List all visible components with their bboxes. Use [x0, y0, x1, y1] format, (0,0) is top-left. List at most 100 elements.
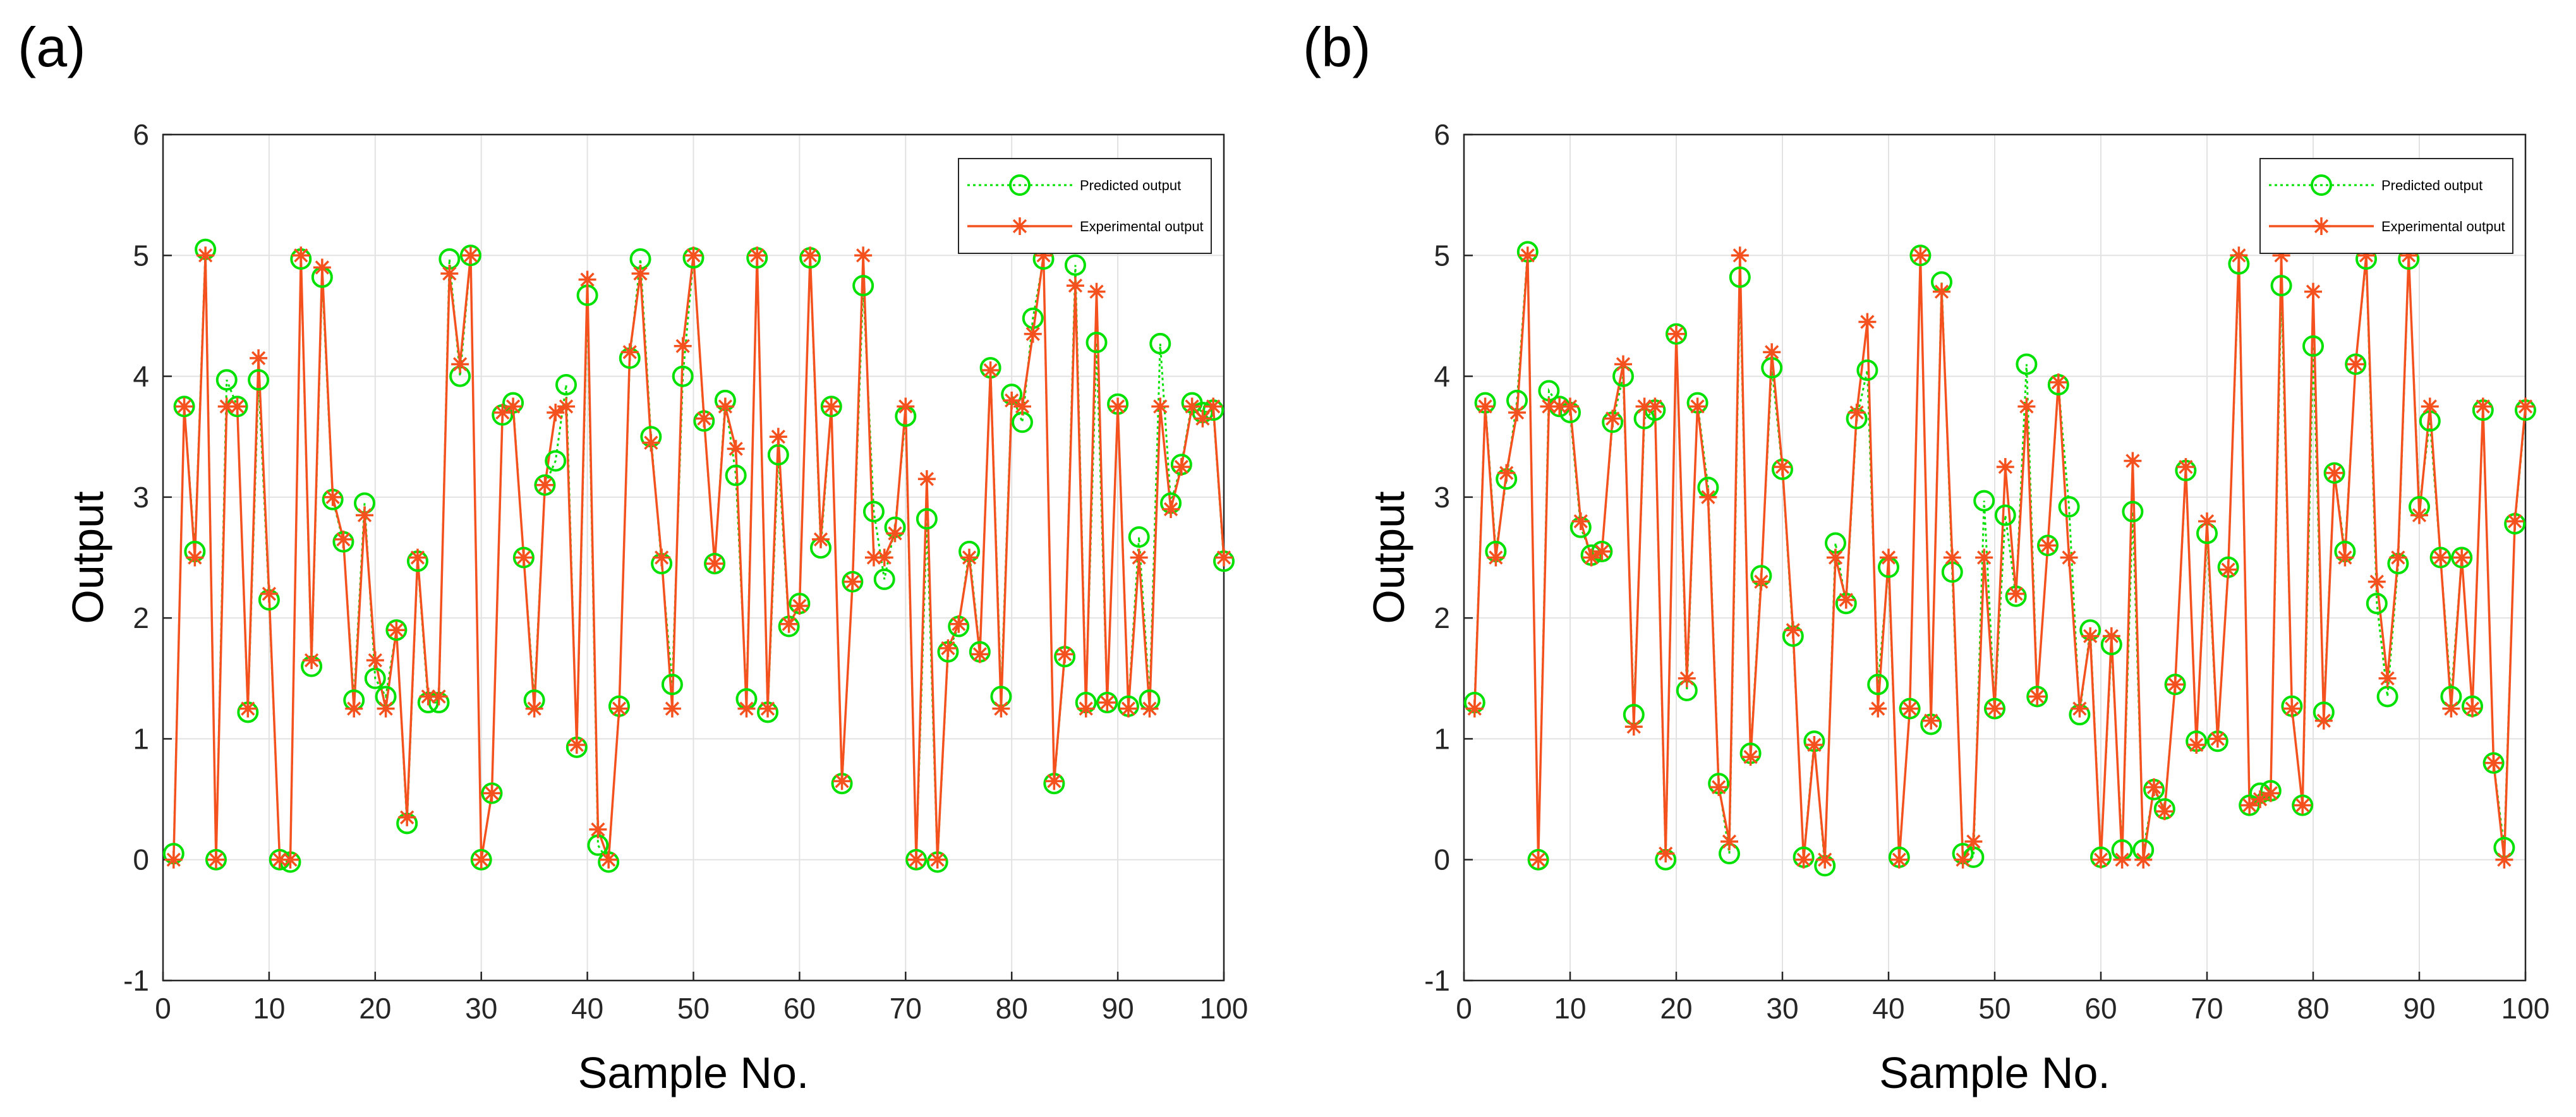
- experimental-point: [1098, 694, 1116, 712]
- x-tick-label: 70: [2191, 992, 2223, 1025]
- experimental-point: [1066, 277, 1084, 295]
- experimental-point: [270, 850, 289, 869]
- experimental-point: [1571, 512, 1590, 531]
- experimental-point: [1087, 282, 1106, 301]
- x-tick-label: 50: [1978, 992, 2011, 1025]
- experimental-point: [175, 397, 193, 416]
- experimental-point: [1699, 488, 1717, 506]
- panel-label: (a): [18, 16, 86, 78]
- experimental-point: [164, 850, 183, 869]
- experimental-point: [1794, 850, 1813, 869]
- x-tick-label: 0: [155, 992, 171, 1025]
- predicted-point: [534, 474, 556, 496]
- experimental-point: [483, 784, 501, 802]
- experimental-point: [790, 597, 809, 615]
- legend-marker-predicted: [2311, 174, 2332, 196]
- predicted-point: [2122, 500, 2144, 522]
- experimental-point: [1657, 845, 1675, 863]
- x-tick-label: 10: [253, 992, 285, 1025]
- experimental-point: [907, 850, 926, 869]
- experimental-point: [897, 397, 915, 416]
- experimental-point: [1476, 397, 1494, 416]
- legend-label-predicted: Predicted output: [1080, 178, 1181, 193]
- experimental-point: [695, 409, 713, 428]
- y-tick-label: 2: [133, 601, 149, 634]
- predicted-point: [2037, 534, 2059, 557]
- predicted-point: [1973, 490, 1995, 512]
- y-tick-label: 4: [1434, 360, 1450, 393]
- predicted-point: [1666, 323, 1687, 345]
- experimental-point: [822, 397, 840, 416]
- experimental-point: [2517, 397, 2534, 416]
- experimental-point: [2378, 669, 2397, 687]
- experimental-point: [663, 699, 681, 718]
- legend-label-experimental: Experimental output: [1080, 219, 1204, 234]
- experimental-point: [567, 735, 586, 754]
- experimental-point: [2060, 548, 2078, 567]
- experimental-point: [1024, 325, 1042, 343]
- experimental-point: [589, 820, 607, 838]
- experimental-point: [324, 488, 342, 506]
- experimental-point: [2431, 548, 2450, 567]
- predicted-point: [873, 568, 895, 590]
- x-tick-label: 80: [996, 992, 1028, 1025]
- experimental-point: [217, 397, 236, 416]
- predicted-point: [672, 365, 694, 387]
- x-tick-label: 60: [2084, 992, 2117, 1025]
- x-tick-label: 20: [359, 992, 391, 1025]
- x-axis-label: Sample No.: [1879, 1048, 2110, 1097]
- experimental-point: [2092, 850, 2110, 869]
- experimental-point: [864, 548, 883, 567]
- experimental-point: [811, 530, 830, 548]
- predicted-point: [2016, 353, 2038, 375]
- predicted-point: [1994, 504, 2016, 526]
- experimental-point: [228, 397, 246, 416]
- predicted-point: [1984, 697, 2005, 720]
- experimental-point: [1858, 313, 1877, 331]
- experimental-point: [356, 506, 374, 524]
- predicted-point: [545, 450, 567, 472]
- experimental-point: [2506, 512, 2524, 531]
- experimental-point: [408, 548, 426, 567]
- experimental-point: [2325, 464, 2343, 482]
- experimental-point: [642, 433, 660, 452]
- experimental-point: [557, 397, 576, 416]
- experimental-point: [2017, 397, 2036, 416]
- predicted-point: [2292, 794, 2314, 816]
- experimental-point: [727, 440, 745, 458]
- y-tick-label: 6: [1434, 118, 1450, 151]
- x-tick-label: 100: [1200, 992, 1249, 1025]
- experimental-point: [2124, 452, 2142, 470]
- y-tick-label: -1: [1424, 964, 1450, 997]
- y-tick-label: 1: [133, 722, 149, 755]
- experimental-point: [1901, 699, 1919, 718]
- experimental-point: [2071, 699, 2089, 718]
- experimental-point: [387, 621, 406, 639]
- experimental-point: [260, 584, 278, 603]
- experimental-point: [578, 270, 596, 289]
- experimental-point: [398, 808, 416, 826]
- predicted-point: [385, 619, 408, 641]
- experimental-point: [1837, 591, 1855, 609]
- experimental-point: [1752, 572, 1770, 591]
- experimental-point: [2410, 506, 2428, 524]
- predicted-point: [1527, 848, 1549, 871]
- experimental-point: [1614, 355, 1632, 373]
- experimental-point: [674, 337, 692, 355]
- predicted-series-line: [1473, 251, 2527, 866]
- experimental-point: [2155, 802, 2174, 821]
- experimental-point: [1529, 850, 1547, 869]
- experimental-point: [1678, 669, 1696, 687]
- predicted-point: [2451, 546, 2473, 569]
- predicted-point: [725, 464, 747, 486]
- experimental-point: [2389, 548, 2407, 567]
- experimental-point: [2145, 778, 2163, 796]
- x-tick-label: 100: [2501, 992, 2550, 1025]
- predicted-point: [555, 373, 577, 395]
- experimental-point: [833, 772, 851, 790]
- predicted-point: [2323, 462, 2345, 484]
- experimental-point: [2314, 711, 2333, 730]
- experimental-point: [1763, 343, 1781, 361]
- experimental-point: [2081, 627, 2100, 645]
